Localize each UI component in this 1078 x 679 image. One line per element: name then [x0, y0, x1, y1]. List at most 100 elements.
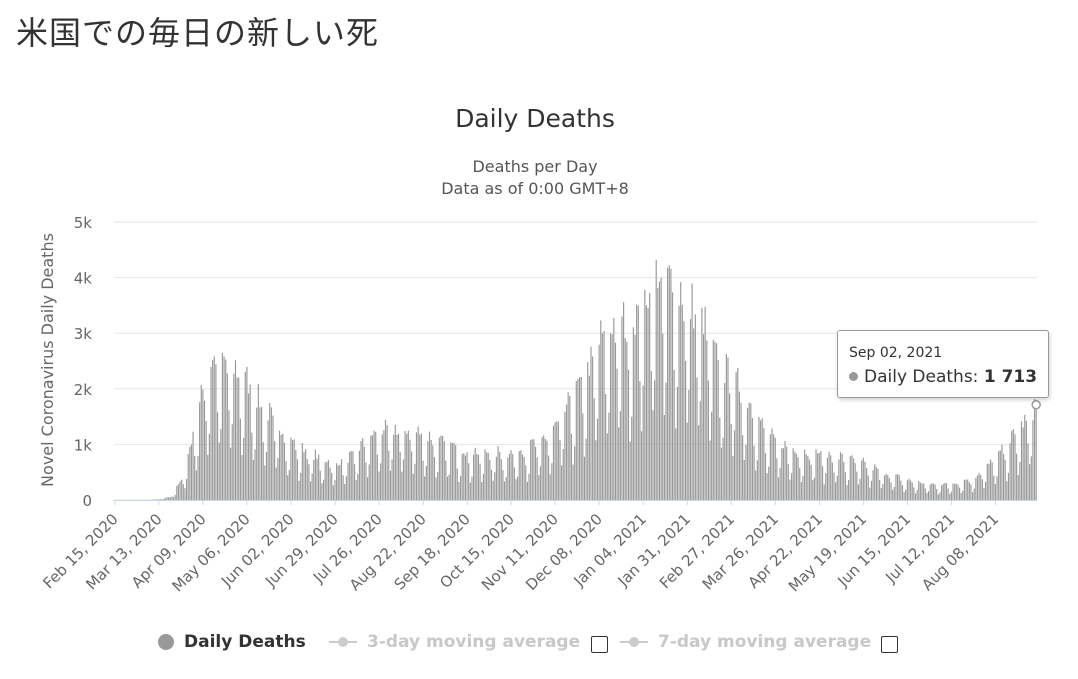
bar[interactable] [657, 288, 659, 500]
bar[interactable] [756, 460, 758, 500]
bar[interactable] [184, 488, 186, 500]
bar[interactable] [663, 415, 665, 500]
bar[interactable] [502, 470, 504, 500]
bar[interactable] [790, 473, 793, 500]
bar[interactable] [972, 492, 974, 500]
bar[interactable] [936, 489, 938, 500]
bar[interactable] [699, 401, 701, 500]
bar[interactable] [727, 357, 729, 500]
bar[interactable] [406, 433, 408, 500]
bar[interactable] [852, 458, 855, 500]
bar[interactable] [671, 292, 674, 500]
bar[interactable] [986, 463, 988, 500]
bar[interactable] [543, 435, 545, 500]
bar[interactable] [293, 439, 295, 500]
bar[interactable] [609, 333, 612, 500]
bar[interactable] [159, 499, 162, 500]
bar[interactable] [616, 368, 618, 500]
bar[interactable] [368, 464, 370, 500]
bar[interactable] [278, 430, 281, 500]
bar[interactable] [277, 457, 279, 500]
bar[interactable] [668, 265, 670, 500]
bar[interactable] [350, 451, 352, 500]
bar[interactable] [781, 448, 783, 500]
bar[interactable] [520, 450, 522, 500]
bar[interactable] [608, 412, 610, 500]
bar[interactable] [438, 437, 440, 500]
bar[interactable] [546, 440, 548, 500]
bar[interactable] [455, 445, 457, 500]
bar[interactable] [303, 452, 305, 500]
bar[interactable] [337, 465, 339, 500]
bar[interactable] [153, 499, 155, 500]
bar[interactable] [968, 482, 970, 500]
bar[interactable] [402, 459, 405, 500]
bar[interactable] [474, 447, 476, 500]
bar[interactable] [978, 472, 980, 500]
bar[interactable] [665, 382, 667, 500]
bar[interactable] [525, 465, 527, 501]
bar[interactable] [725, 354, 727, 500]
bar[interactable] [691, 283, 693, 500]
bar[interactable] [944, 483, 946, 500]
bar[interactable] [569, 395, 571, 500]
bar[interactable] [866, 468, 868, 500]
bar[interactable] [818, 453, 820, 500]
bar[interactable] [517, 476, 519, 500]
bar[interactable] [446, 476, 449, 500]
bar[interactable] [578, 377, 581, 500]
bar[interactable] [618, 427, 620, 500]
bar[interactable] [681, 304, 683, 500]
bar[interactable] [477, 454, 480, 500]
bar[interactable] [720, 447, 723, 500]
bar[interactable] [585, 438, 587, 500]
bar[interactable] [472, 454, 475, 500]
bar[interactable] [748, 402, 750, 500]
bar[interactable] [396, 434, 398, 500]
bar[interactable] [290, 437, 292, 500]
bar[interactable] [311, 473, 313, 500]
bar[interactable] [719, 417, 721, 500]
bar[interactable] [937, 494, 939, 500]
bar[interactable] [182, 484, 184, 500]
bar[interactable] [913, 487, 915, 500]
bar[interactable] [800, 481, 802, 500]
bar[interactable] [706, 340, 708, 500]
bar[interactable] [817, 453, 819, 500]
bar[interactable] [567, 392, 569, 500]
bar[interactable] [552, 425, 555, 500]
bar[interactable] [722, 437, 724, 500]
bar[interactable] [210, 366, 212, 500]
bar[interactable] [378, 471, 380, 500]
bar[interactable] [755, 470, 757, 500]
bar[interactable] [156, 499, 158, 500]
bar[interactable] [280, 434, 282, 500]
bar[interactable] [497, 446, 499, 500]
bar[interactable] [998, 450, 1000, 500]
bar[interactable] [415, 432, 418, 500]
bar[interactable] [557, 421, 559, 500]
bar[interactable] [432, 445, 434, 500]
bar[interactable] [244, 371, 246, 500]
bar[interactable] [199, 402, 201, 500]
bar[interactable] [309, 481, 312, 500]
bar[interactable] [996, 476, 998, 500]
bar[interactable] [942, 483, 944, 500]
bar[interactable] [975, 477, 977, 500]
bar[interactable] [1012, 429, 1014, 500]
bar[interactable] [357, 473, 359, 500]
bar[interactable] [200, 384, 202, 500]
bar[interactable] [688, 389, 690, 500]
bar[interactable] [603, 331, 605, 500]
bar[interactable] [841, 453, 843, 500]
bar[interactable] [464, 455, 467, 500]
bar[interactable] [1027, 443, 1029, 500]
bar[interactable] [321, 483, 323, 500]
bar[interactable] [686, 422, 688, 500]
bar[interactable] [352, 451, 354, 500]
bar[interactable] [766, 473, 768, 500]
bar[interactable] [896, 474, 899, 500]
bar[interactable] [215, 364, 217, 500]
bar[interactable] [826, 457, 829, 500]
bar[interactable] [272, 415, 274, 500]
